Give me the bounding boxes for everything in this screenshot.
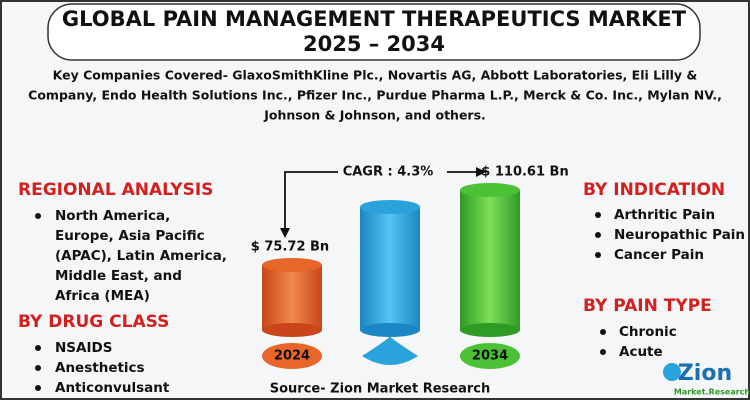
year-label: 2034 xyxy=(472,349,508,364)
list-item: Arthritic Pain xyxy=(614,207,715,223)
heading: BY PAIN TYPE xyxy=(583,296,712,316)
bullet xyxy=(35,345,41,351)
logo-name: Zion xyxy=(678,361,732,386)
heading: REGIONAL ANALYSIS xyxy=(18,180,213,200)
list-item: Middle East, and xyxy=(55,268,182,284)
bullet xyxy=(35,365,41,371)
year-label: 2024 xyxy=(274,349,310,364)
list-item: Anesthetics xyxy=(55,360,145,376)
title: 2025 – 2034 xyxy=(303,32,445,56)
list-item: Chronic xyxy=(619,324,677,340)
list-item: Acute xyxy=(619,344,663,360)
list-item: Anticonvulsant xyxy=(55,380,170,396)
bullet xyxy=(35,385,41,391)
companies: Company, Endo Health Solutions Inc., Pfi… xyxy=(28,88,722,103)
bullet xyxy=(595,252,601,258)
cagr: CAGR : 4.3% xyxy=(343,165,434,180)
title-box xyxy=(47,3,701,61)
bullet xyxy=(35,213,41,219)
bullet xyxy=(600,329,606,335)
bullet xyxy=(595,232,601,238)
list-item: Europe, Asia Pacific xyxy=(55,228,205,244)
list-item: Neuropathic Pain xyxy=(614,227,745,243)
logo-sub: Market.Research xyxy=(674,388,750,397)
value-label: $ 75.72 Bn xyxy=(251,240,329,255)
bullet xyxy=(600,349,606,355)
logo: Zion Market.Research xyxy=(663,361,750,397)
companies: Key Companies Covered- GlaxoSmithKline P… xyxy=(53,68,698,83)
list-item: North America, xyxy=(55,208,170,224)
list-item: Cancer Pain xyxy=(614,247,704,263)
source: Source- Zion Market Research xyxy=(270,382,491,397)
bullet xyxy=(595,212,601,218)
title: GLOBAL PAIN MANAGEMENT THERAPEUTICS MARK… xyxy=(62,7,687,31)
list-item: Africa (MEA) xyxy=(55,288,150,304)
list-item: (APAC), Latin America, xyxy=(55,248,227,264)
heading: BY INDICATION xyxy=(583,180,725,200)
cylinders xyxy=(262,167,520,369)
value-label: $ 110.61 Bn xyxy=(481,165,568,180)
heading: BY DRUG CLASS xyxy=(18,312,169,332)
list-item: NSAIDS xyxy=(55,340,112,356)
companies: Johnson & Johnson, and others. xyxy=(263,108,486,123)
